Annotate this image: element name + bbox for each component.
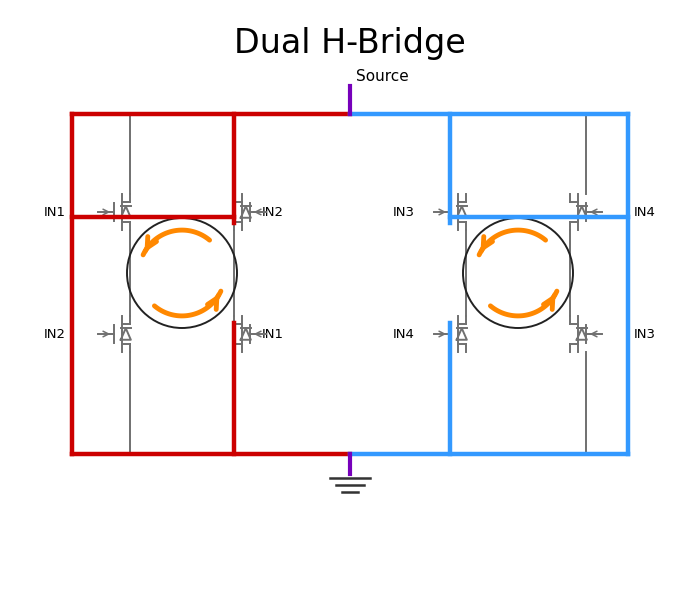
- Text: IN3: IN3: [393, 205, 415, 219]
- Text: IN2: IN2: [44, 327, 66, 341]
- Text: IN4: IN4: [634, 205, 656, 219]
- Text: Dual H-Bridge: Dual H-Bridge: [234, 27, 466, 60]
- Text: IN1: IN1: [262, 327, 284, 341]
- Text: IN4: IN4: [393, 327, 415, 341]
- Text: IN3: IN3: [634, 327, 656, 341]
- Text: IN1: IN1: [44, 205, 66, 219]
- Text: IN2: IN2: [262, 205, 284, 219]
- Text: Source: Source: [356, 69, 409, 84]
